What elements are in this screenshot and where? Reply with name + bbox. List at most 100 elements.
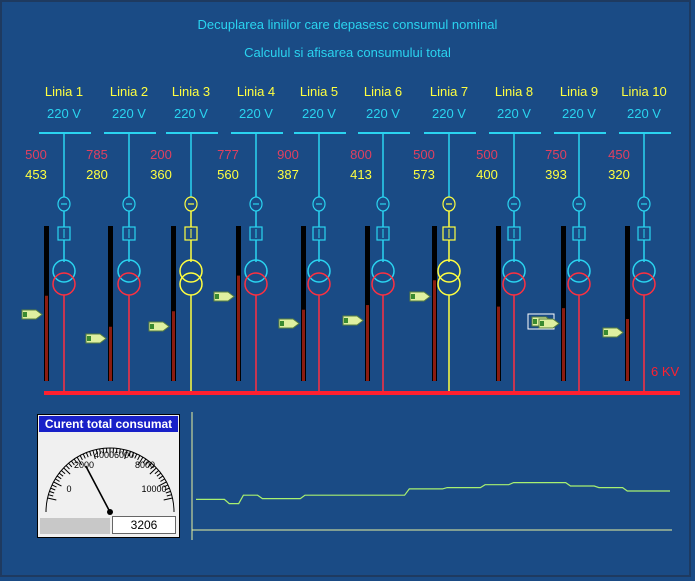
- transformer-primary: [307, 259, 331, 283]
- level-marker-dot: [604, 330, 608, 335]
- gauge-pivot: [107, 509, 113, 515]
- level-marker: [538, 318, 560, 329]
- gauge-tick: [160, 478, 166, 482]
- transformer-secondary: [52, 272, 76, 296]
- line-nominal: 777: [217, 147, 239, 162]
- transformer-primary: [179, 259, 203, 283]
- transformer-primary: [52, 259, 76, 283]
- busbar-label: 6 KV: [651, 364, 680, 379]
- transformer-primary: [632, 259, 656, 283]
- level-bar-track: [496, 226, 501, 381]
- line-nominal: 900: [277, 147, 299, 162]
- level-bar-fill: [237, 275, 240, 381]
- line-voltage: 220 V: [432, 106, 466, 121]
- line-name: Linia 7: [429, 84, 469, 99]
- gauge-tick: [119, 448, 121, 454]
- line-nominal: 500: [25, 147, 47, 162]
- transformer-secondary: [244, 272, 268, 296]
- line-voltage: 220 V: [497, 106, 531, 121]
- level-marker-dot: [23, 312, 27, 317]
- transformer-primary: [437, 259, 461, 283]
- gauge-tick: [49, 490, 55, 494]
- line-actual: 387: [277, 167, 299, 182]
- level-bar-fill: [172, 311, 175, 381]
- gauge-tick: [142, 458, 147, 464]
- line-name: Linia 3: [171, 84, 211, 99]
- gauge-tick: [56, 475, 62, 480]
- line-voltage: 220 V: [302, 106, 336, 121]
- level-marker-dot: [87, 336, 91, 341]
- line-actual: 413: [350, 167, 372, 182]
- gauge-tick: [92, 450, 96, 460]
- level-marker: [213, 291, 235, 302]
- gauge-value: 3206: [112, 516, 176, 534]
- gauge-tick: [137, 456, 144, 466]
- level-bar-track: [561, 226, 566, 381]
- line-actual: 280: [86, 167, 108, 182]
- line-voltage: 220 V: [366, 106, 400, 121]
- line-actual: 320: [608, 167, 630, 182]
- gauge-tick: [145, 460, 150, 466]
- gauge-tick: [166, 494, 172, 497]
- gauge-title: Curent total consumat: [39, 416, 178, 432]
- level-marker-dot: [533, 319, 537, 324]
- gauge-tick: [53, 481, 62, 487]
- level-marker-dot: [280, 321, 284, 326]
- line-name: Linia 9: [559, 84, 599, 99]
- transformer-primary: [502, 259, 526, 283]
- gauge-tick-label: 8000: [135, 460, 155, 470]
- line-voltage: 220 V: [112, 106, 146, 121]
- gauge-tick: [73, 458, 78, 464]
- gauge-tick: [147, 462, 152, 468]
- line-name: Linia 1: [44, 84, 84, 99]
- line-actual: 560: [217, 167, 239, 182]
- transformer-primary: [371, 259, 395, 283]
- level-bar-fill: [433, 280, 436, 381]
- line-name: Linia 8: [494, 84, 534, 99]
- transformer-primary: [567, 259, 591, 283]
- gauge-tick: [128, 451, 131, 457]
- line-nominal: 500: [413, 147, 435, 162]
- level-bar-fill: [109, 326, 112, 381]
- line-nominal: 785: [86, 147, 108, 162]
- gauge-needle: [85, 465, 111, 513]
- gauge-tick: [95, 449, 98, 455]
- level-marker-dot: [540, 321, 544, 326]
- level-marker-dot: [411, 294, 415, 299]
- gauge-tick: [134, 453, 138, 459]
- gauge-tick: [79, 455, 83, 461]
- line-nominal: 500: [476, 147, 498, 162]
- gauge-tick: [51, 484, 57, 488]
- transformer-secondary: [567, 272, 591, 296]
- line-voltage: 220 V: [174, 106, 208, 121]
- line-voltage: 220 V: [627, 106, 661, 121]
- level-marker: [602, 327, 624, 338]
- line-actual: 360: [150, 167, 172, 182]
- gauge-tick: [47, 497, 57, 501]
- gauge-tick: [89, 451, 92, 457]
- line-voltage: 220 V: [47, 106, 81, 121]
- transformer-secondary: [502, 272, 526, 296]
- level-marker: [21, 309, 43, 320]
- level-marker-dot: [150, 324, 154, 329]
- gauge-tick: [50, 487, 56, 491]
- level-marker: [342, 315, 364, 326]
- gauge-tick-label: 10000: [141, 484, 166, 494]
- line-nominal: 750: [545, 147, 567, 162]
- gauge-tick: [76, 456, 83, 466]
- level-bar-track: [625, 226, 630, 381]
- gauge-bar: [40, 518, 110, 534]
- gauge-tick: [158, 481, 167, 487]
- gauge-tick: [122, 449, 125, 455]
- gauge-tick: [85, 452, 89, 458]
- gauge-tick: [137, 455, 141, 461]
- transformer-secondary: [117, 272, 141, 296]
- level-bar-fill: [45, 295, 48, 381]
- line-voltage: 220 V: [239, 106, 273, 121]
- gauge-tick: [131, 452, 135, 458]
- gauge-tick: [158, 475, 164, 480]
- level-marker: [148, 321, 170, 332]
- gauge-tick: [150, 465, 155, 470]
